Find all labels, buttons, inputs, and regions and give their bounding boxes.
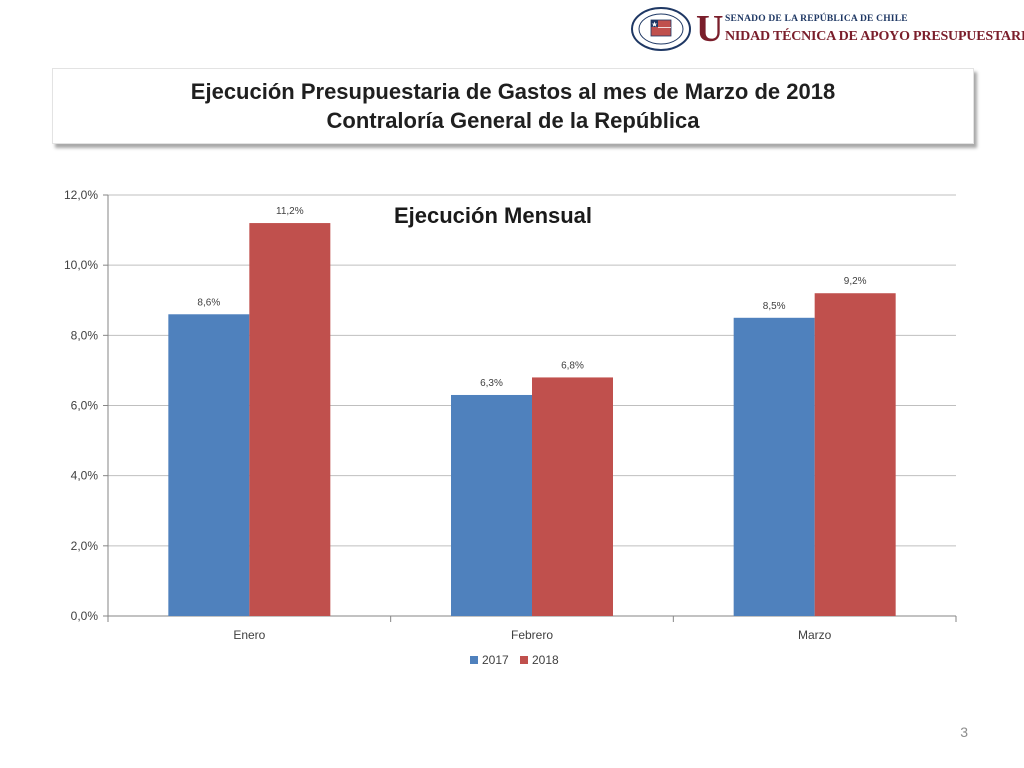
bar-2018-enero — [249, 223, 331, 617]
logo-senado-text: SENADO DE LA REPÚBLICA DE CHILE — [725, 14, 908, 24]
logo-unit-text: NIDAD TÉCNICA DE APOYO PRESUPUESTARIO — [725, 29, 1024, 44]
y-tick-label: 0,0% — [71, 609, 99, 623]
bar-2018-febrero — [532, 377, 613, 616]
y-tick-label: 4,0% — [71, 469, 99, 483]
y-tick-label: 2,0% — [71, 539, 99, 553]
bar-2017-marzo — [733, 317, 815, 616]
data-label: 8,6% — [197, 297, 220, 308]
legend-label: 2018 — [532, 653, 559, 667]
chart-title: Ejecución Mensual — [394, 203, 592, 228]
y-tick-label: 10,0% — [64, 258, 98, 272]
slide-title-line2: Contraloría General de la República — [326, 108, 700, 133]
data-label: 9,2% — [844, 276, 867, 287]
bar-chart: 0,0% 2,0% 4,0% 6,0% 8,0% 10,0% 12,0% 8,6% 11,2% E… — [64, 188, 957, 667]
data-label: 11,2% — [276, 206, 304, 217]
y-tick-label: 8,0% — [71, 328, 99, 342]
data-label: 6,3% — [480, 378, 503, 389]
page-number: 3 — [960, 724, 968, 740]
slide-title-line1: Ejecución Presupuestaria de Gastos al me… — [190, 79, 836, 104]
slide-title-box: Ejecución Presupuestaria de Gastos al me… — [52, 68, 974, 144]
senado-seal-icon — [631, 7, 691, 51]
legend-swatch-2017 — [470, 656, 478, 664]
data-label: 6,8% — [561, 360, 584, 371]
legend-swatch-2018 — [520, 656, 528, 664]
header-logo: U SENADO DE LA REPÚBLICA DE CHILE NIDAD … — [630, 6, 1024, 56]
x-tick-label: Febrero — [511, 628, 553, 642]
y-tick-label: 12,0% — [64, 188, 98, 202]
bar-2017-febrero — [451, 394, 532, 616]
chart-container: 0,0% 2,0% 4,0% 6,0% 8,0% 10,0% 12,0% 8,6% 11,2% E… — [0, 170, 1024, 690]
y-tick-label: 6,0% — [71, 399, 99, 413]
logo-initial: U — [696, 8, 724, 50]
legend-label: 2017 — [482, 653, 509, 667]
data-label: 8,5% — [763, 301, 786, 312]
x-tick-label: Marzo — [798, 628, 832, 642]
x-tick-label: Enero — [233, 628, 265, 642]
bar-2018-marzo — [814, 293, 896, 616]
bar-2017-enero — [168, 314, 250, 616]
